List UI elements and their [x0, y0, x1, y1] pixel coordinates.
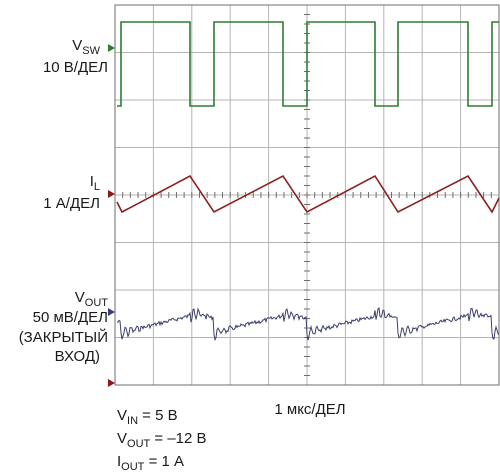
- vsw-label: VSW: [72, 37, 100, 57]
- graticule: [114, 4, 500, 386]
- vsw-marker: [108, 44, 115, 52]
- il-trace: [116, 174, 500, 214]
- il-scale: 1 А/ДЕЛ: [43, 195, 100, 212]
- vsw-trace: [117, 21, 499, 107]
- vout-trace: [116, 306, 500, 342]
- vout-label: VOUT: [75, 289, 109, 309]
- vout-coupling: (ЗАКРЫТЫЙ: [19, 328, 108, 346]
- condition: VIN = 5 В: [117, 407, 178, 427]
- screen-frame: [114, 4, 500, 386]
- vsw-scale: 10 В/ДЕЛ: [43, 59, 108, 76]
- il-marker: [108, 190, 115, 198]
- condition: IOUT = 1 А: [117, 453, 184, 473]
- ground-marker: [108, 379, 115, 387]
- vout-coupling: ВХОД): [55, 348, 100, 365]
- il-label: IL: [90, 173, 100, 193]
- traces: [116, 21, 500, 342]
- vout-marker: [108, 308, 115, 316]
- condition: VOUT = –12 В: [117, 430, 207, 450]
- vout-scale: 50 мВ/ДЕЛ: [33, 309, 108, 326]
- timebase: 1 мкс/ДЕЛ: [274, 401, 345, 418]
